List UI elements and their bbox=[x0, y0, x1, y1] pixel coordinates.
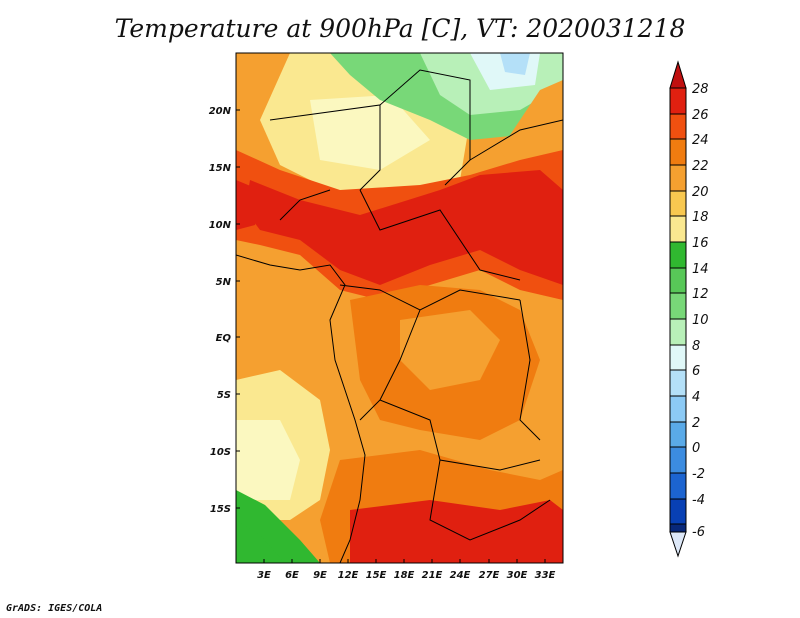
south-hot bbox=[350, 500, 563, 563]
colorbar-label: 22 bbox=[692, 159, 709, 174]
sw-green-core bbox=[236, 520, 285, 563]
lat-label: 15N bbox=[209, 163, 232, 174]
west-hot bbox=[236, 180, 260, 230]
colorbar-swatch bbox=[669, 292, 687, 320]
coastline bbox=[236, 254, 366, 563]
map-title: Temperature at 900hPa [C], VT: 202003121… bbox=[114, 14, 686, 43]
political-borders bbox=[236, 69, 563, 563]
colorbar-label: 0 bbox=[692, 441, 700, 456]
colorbar-label: 6 bbox=[692, 364, 700, 379]
colorbar-swatch bbox=[669, 138, 687, 166]
colorbar-label: -4 bbox=[692, 493, 705, 508]
colorbar-label: -2 bbox=[692, 467, 705, 482]
lon-label: 9E bbox=[313, 570, 327, 581]
border-north-a bbox=[269, 104, 381, 191]
colorbar-label: -6 bbox=[692, 525, 705, 540]
colorbar-swatch bbox=[669, 446, 687, 474]
congo-cooler bbox=[400, 310, 500, 390]
grads-credit: GrADS: IGES/COLA bbox=[6, 603, 103, 614]
colorbar-label: 2 bbox=[692, 416, 700, 431]
lon-label: 12E bbox=[338, 570, 359, 581]
lon-label: 27E bbox=[479, 570, 500, 581]
colorbar-swatch bbox=[669, 164, 687, 192]
colorbar-over-arrow bbox=[669, 60, 687, 89]
colorbar-swatch bbox=[669, 215, 687, 243]
border-ne bbox=[469, 119, 563, 161]
colorbar-under-arrow bbox=[669, 531, 687, 558]
lon-label: 6E bbox=[285, 570, 299, 581]
colorbar-label: 12 bbox=[692, 287, 709, 302]
border-sahel bbox=[359, 189, 521, 281]
colorbar-label: 28 bbox=[692, 82, 709, 97]
colorbar-swatch bbox=[669, 113, 687, 140]
lat-label: 10N bbox=[209, 220, 232, 231]
sahel-core bbox=[245, 170, 563, 285]
colorbar-swatch bbox=[669, 241, 687, 269]
colorbar-label: 26 bbox=[692, 108, 709, 123]
colorbar-label: 14 bbox=[692, 262, 709, 277]
colorbar-label: 18 bbox=[692, 210, 709, 225]
border-north-b bbox=[379, 69, 471, 186]
colorbar: 28 26 24 22 20 18 16 14 12 10 8 6 4 2 0 … bbox=[669, 60, 709, 558]
border-west bbox=[279, 189, 331, 221]
lon-label: 24E bbox=[450, 570, 471, 581]
lon-label: 33E bbox=[535, 570, 556, 581]
colorbar-label: 10 bbox=[692, 313, 709, 328]
colorbar-swatch bbox=[669, 267, 687, 294]
colorbar-label: 24 bbox=[692, 133, 709, 148]
border-southern bbox=[429, 459, 551, 541]
colorbar-label: 16 bbox=[692, 236, 709, 251]
colorbar-swatch bbox=[669, 344, 687, 371]
lon-label: 3E bbox=[257, 570, 271, 581]
colorbar-label: 8 bbox=[692, 339, 700, 354]
colorbar-label: 4 bbox=[692, 390, 700, 405]
colorbar-swatch bbox=[669, 395, 687, 423]
lat-label: 5S bbox=[217, 390, 231, 401]
lat-label: EQ bbox=[216, 333, 232, 344]
lon-axis: 3E 6E 9E 12E 15E 18E 21E 24E 27E 30E 33E bbox=[257, 559, 556, 581]
colorbar-swatch bbox=[669, 369, 687, 397]
colorbar-swatch bbox=[669, 472, 687, 500]
colorbar-swatch bbox=[669, 318, 687, 346]
colorbar-swatch bbox=[669, 190, 687, 217]
temperature-field bbox=[236, 53, 563, 563]
colorbar-label: 20 bbox=[692, 185, 709, 200]
colorbar-swatch bbox=[669, 523, 687, 533]
lat-label: 10S bbox=[210, 447, 231, 458]
map-frame bbox=[235, 52, 564, 564]
colorbar-swatch bbox=[669, 87, 687, 115]
colorbar-swatch bbox=[669, 421, 687, 448]
lat-label: 5N bbox=[216, 277, 232, 288]
lon-label: 18E bbox=[394, 570, 415, 581]
lon-label: 21E bbox=[422, 570, 443, 581]
atlantic-lightest bbox=[236, 420, 300, 500]
border-congo bbox=[359, 309, 421, 421]
lat-label: 15S bbox=[210, 504, 231, 515]
border-east bbox=[519, 299, 541, 441]
lon-label: 30E bbox=[507, 570, 528, 581]
lat-axis: 20N 15N 10N 5N EQ 5S 10S 15S bbox=[209, 106, 240, 515]
north-blue bbox=[500, 53, 530, 75]
colorbar-swatch bbox=[669, 498, 687, 525]
sahara-pale bbox=[310, 95, 430, 170]
lat-label: 20N bbox=[209, 106, 232, 117]
lon-label: 15E bbox=[366, 570, 387, 581]
